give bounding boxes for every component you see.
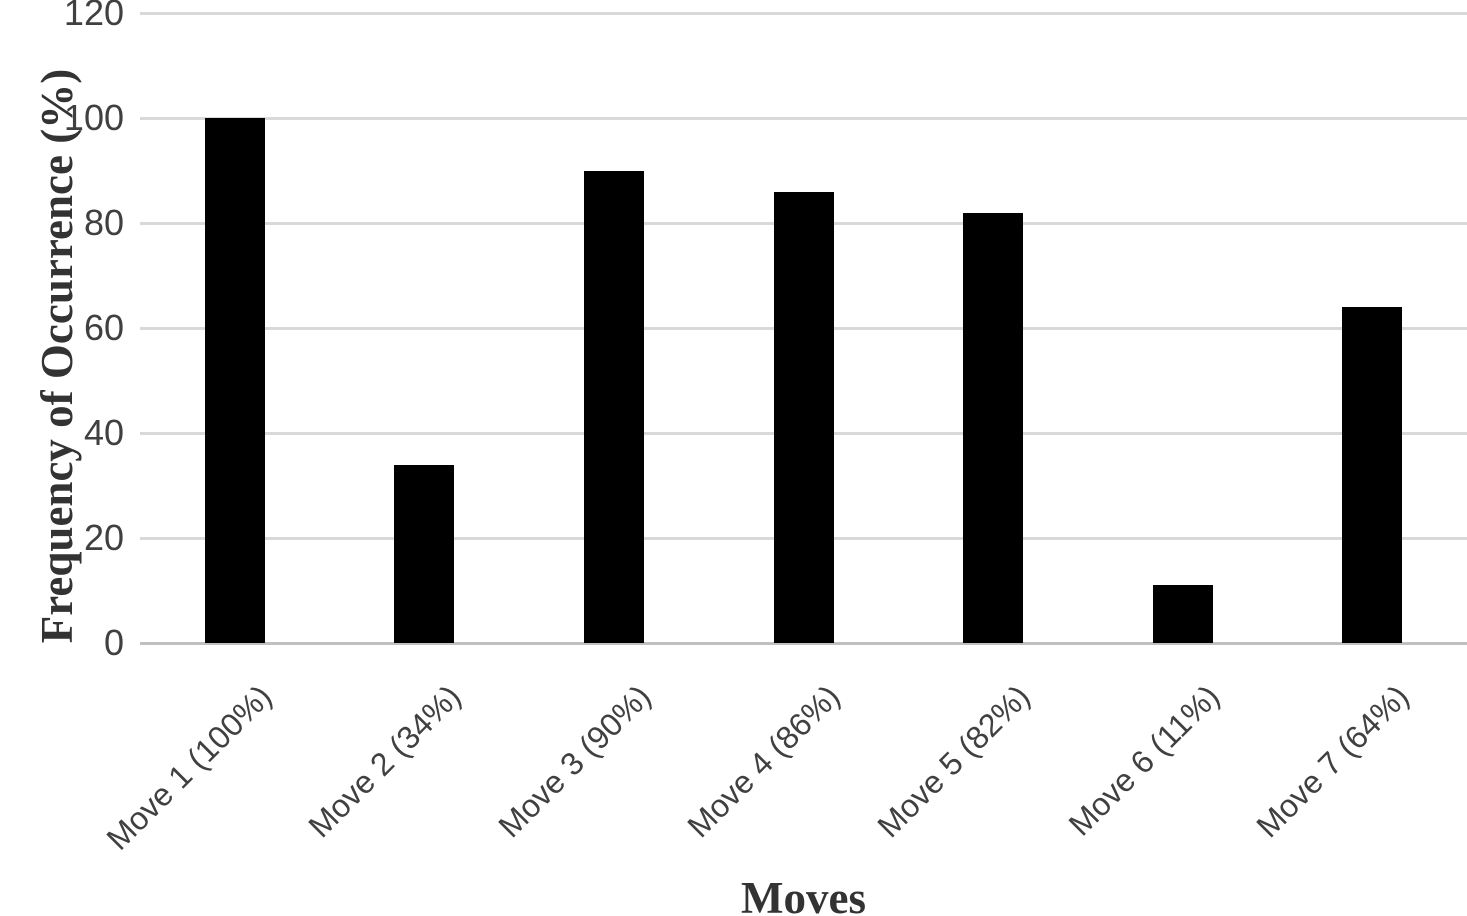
x-tick-label-move-7: Move 7 (64%) [1249,678,1416,845]
bar-move-6 [1152,585,1213,643]
x-tick-label-move-1: Move 1 (100%) [99,678,279,857]
bar-move-7 [1342,307,1403,643]
gridline [140,11,1467,15]
x-axis-title: Moves [741,873,866,916]
y-tick-label: 120 [63,0,124,33]
y-tick-label: 100 [63,97,124,138]
y-tick-label: 40 [83,412,124,453]
bar-move-5 [963,212,1024,643]
y-tick-label: 0 [103,622,124,663]
x-tick-label-move-3: Move 3 (90%) [491,678,658,845]
gridline [140,116,1467,120]
bar-move-2 [394,464,455,643]
y-tick-label: 60 [83,307,124,348]
y-tick-label: 80 [83,202,124,243]
x-tick-label-move-6: Move 6 (11%) [1061,678,1227,843]
bar-move-4 [773,191,834,643]
x-tick-label-move-4: Move 4 (86%) [680,678,847,845]
x-axis-line [140,641,1467,645]
bar-move-3 [583,170,644,643]
y-tick-label: 20 [83,517,124,558]
x-tick-label-move-5: Move 5 (82%) [870,678,1037,845]
bar-move-1 [204,118,265,643]
x-tick-label-move-2: Move 2 (34%) [301,678,468,845]
